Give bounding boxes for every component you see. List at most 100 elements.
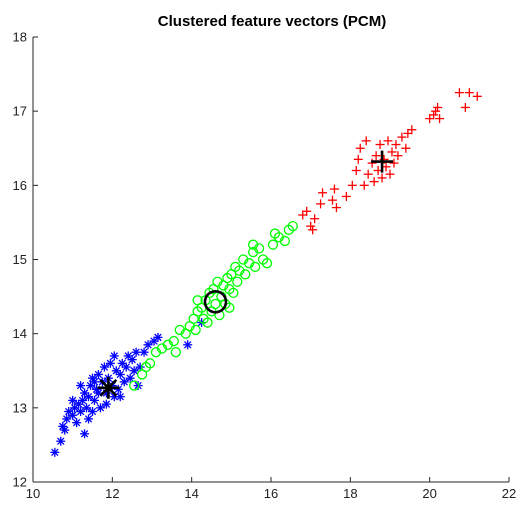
cluster-centroids <box>97 150 394 399</box>
y-tick-label: 16 <box>13 178 27 193</box>
data-point <box>228 287 239 299</box>
series-plus <box>298 88 482 235</box>
data-point <box>435 114 445 124</box>
data-point <box>347 180 357 190</box>
data-point <box>240 269 251 280</box>
data-point <box>125 373 135 383</box>
data-point <box>62 414 72 424</box>
data-point <box>127 355 137 365</box>
data-point <box>454 88 464 98</box>
data-point <box>153 332 163 342</box>
centroid-asterisk <box>97 376 120 399</box>
data-point <box>359 180 369 190</box>
y-tick-label: 17 <box>13 104 27 119</box>
data-point <box>68 410 78 420</box>
data-point <box>318 188 328 198</box>
data-point <box>89 395 99 405</box>
centroid-circle <box>203 289 228 314</box>
data-point <box>139 347 149 357</box>
data-point <box>351 166 361 175</box>
data-point <box>397 132 407 142</box>
data-point <box>425 114 435 124</box>
data-point <box>249 261 261 273</box>
data-point <box>82 403 92 413</box>
data-point <box>327 195 337 205</box>
data-point <box>190 324 201 336</box>
data-point <box>68 395 78 405</box>
data-point <box>80 429 90 439</box>
data-point <box>74 399 84 409</box>
data-point <box>105 358 115 368</box>
data-point <box>367 158 377 168</box>
data-point <box>143 340 153 350</box>
data-point <box>329 184 339 194</box>
data-point <box>361 136 371 146</box>
data-point <box>391 140 401 150</box>
data-point <box>355 143 365 153</box>
data-point <box>433 102 443 112</box>
x-tick-label: 20 <box>422 486 436 501</box>
data-point <box>56 436 66 446</box>
data-point <box>119 377 129 387</box>
data-point <box>78 395 88 405</box>
x-tick-label: 22 <box>502 486 516 501</box>
data-point <box>84 392 94 402</box>
data-point <box>460 102 470 112</box>
data-point <box>247 239 259 250</box>
data-point <box>464 88 474 98</box>
data-point <box>331 203 341 213</box>
data-point <box>407 125 417 135</box>
data-point <box>308 225 318 235</box>
data-point <box>50 447 60 457</box>
data-point <box>109 351 119 361</box>
data-point <box>363 169 373 179</box>
data-point <box>99 362 109 372</box>
data-point <box>89 377 99 387</box>
data-point <box>149 336 159 346</box>
data-point <box>93 369 103 379</box>
data-point <box>387 147 397 157</box>
data-point <box>121 362 131 372</box>
x-tick-label: 18 <box>343 486 357 501</box>
y-tick-label: 14 <box>13 326 27 341</box>
y-tick-label: 18 <box>13 30 27 45</box>
data-point <box>393 151 403 161</box>
series-asterisk <box>50 318 207 457</box>
x-tick-label: 16 <box>264 486 278 501</box>
data-point <box>267 239 279 250</box>
data-point <box>76 381 86 391</box>
data-point <box>168 335 179 347</box>
data-point <box>183 340 193 350</box>
data-point <box>131 347 141 357</box>
data-point <box>60 425 70 435</box>
data-point <box>401 143 411 153</box>
data-point <box>232 276 243 287</box>
data-point <box>115 369 125 379</box>
y-tick-label: 12 <box>13 475 27 490</box>
data-point <box>306 221 316 231</box>
data-point <box>353 154 363 164</box>
data-point <box>128 380 140 391</box>
chart-title: Clustered feature vectors (PCM) <box>158 13 386 30</box>
data-point <box>383 136 393 146</box>
x-tick-label: 14 <box>184 486 198 501</box>
data-point <box>84 414 94 424</box>
data-point <box>88 407 97 417</box>
data-point <box>316 199 326 209</box>
data-point <box>429 110 439 120</box>
data-point <box>377 173 387 183</box>
data-point <box>310 214 320 224</box>
data-point <box>375 140 385 150</box>
data-point <box>170 347 181 358</box>
data-point <box>111 366 121 376</box>
data-point <box>371 151 381 161</box>
data-point <box>389 158 399 168</box>
data-point <box>472 91 482 101</box>
data-point <box>202 317 213 328</box>
data-point <box>385 169 395 179</box>
data-point <box>431 106 441 116</box>
data-point <box>95 403 105 413</box>
data-point <box>72 418 82 428</box>
data-point <box>113 384 123 394</box>
